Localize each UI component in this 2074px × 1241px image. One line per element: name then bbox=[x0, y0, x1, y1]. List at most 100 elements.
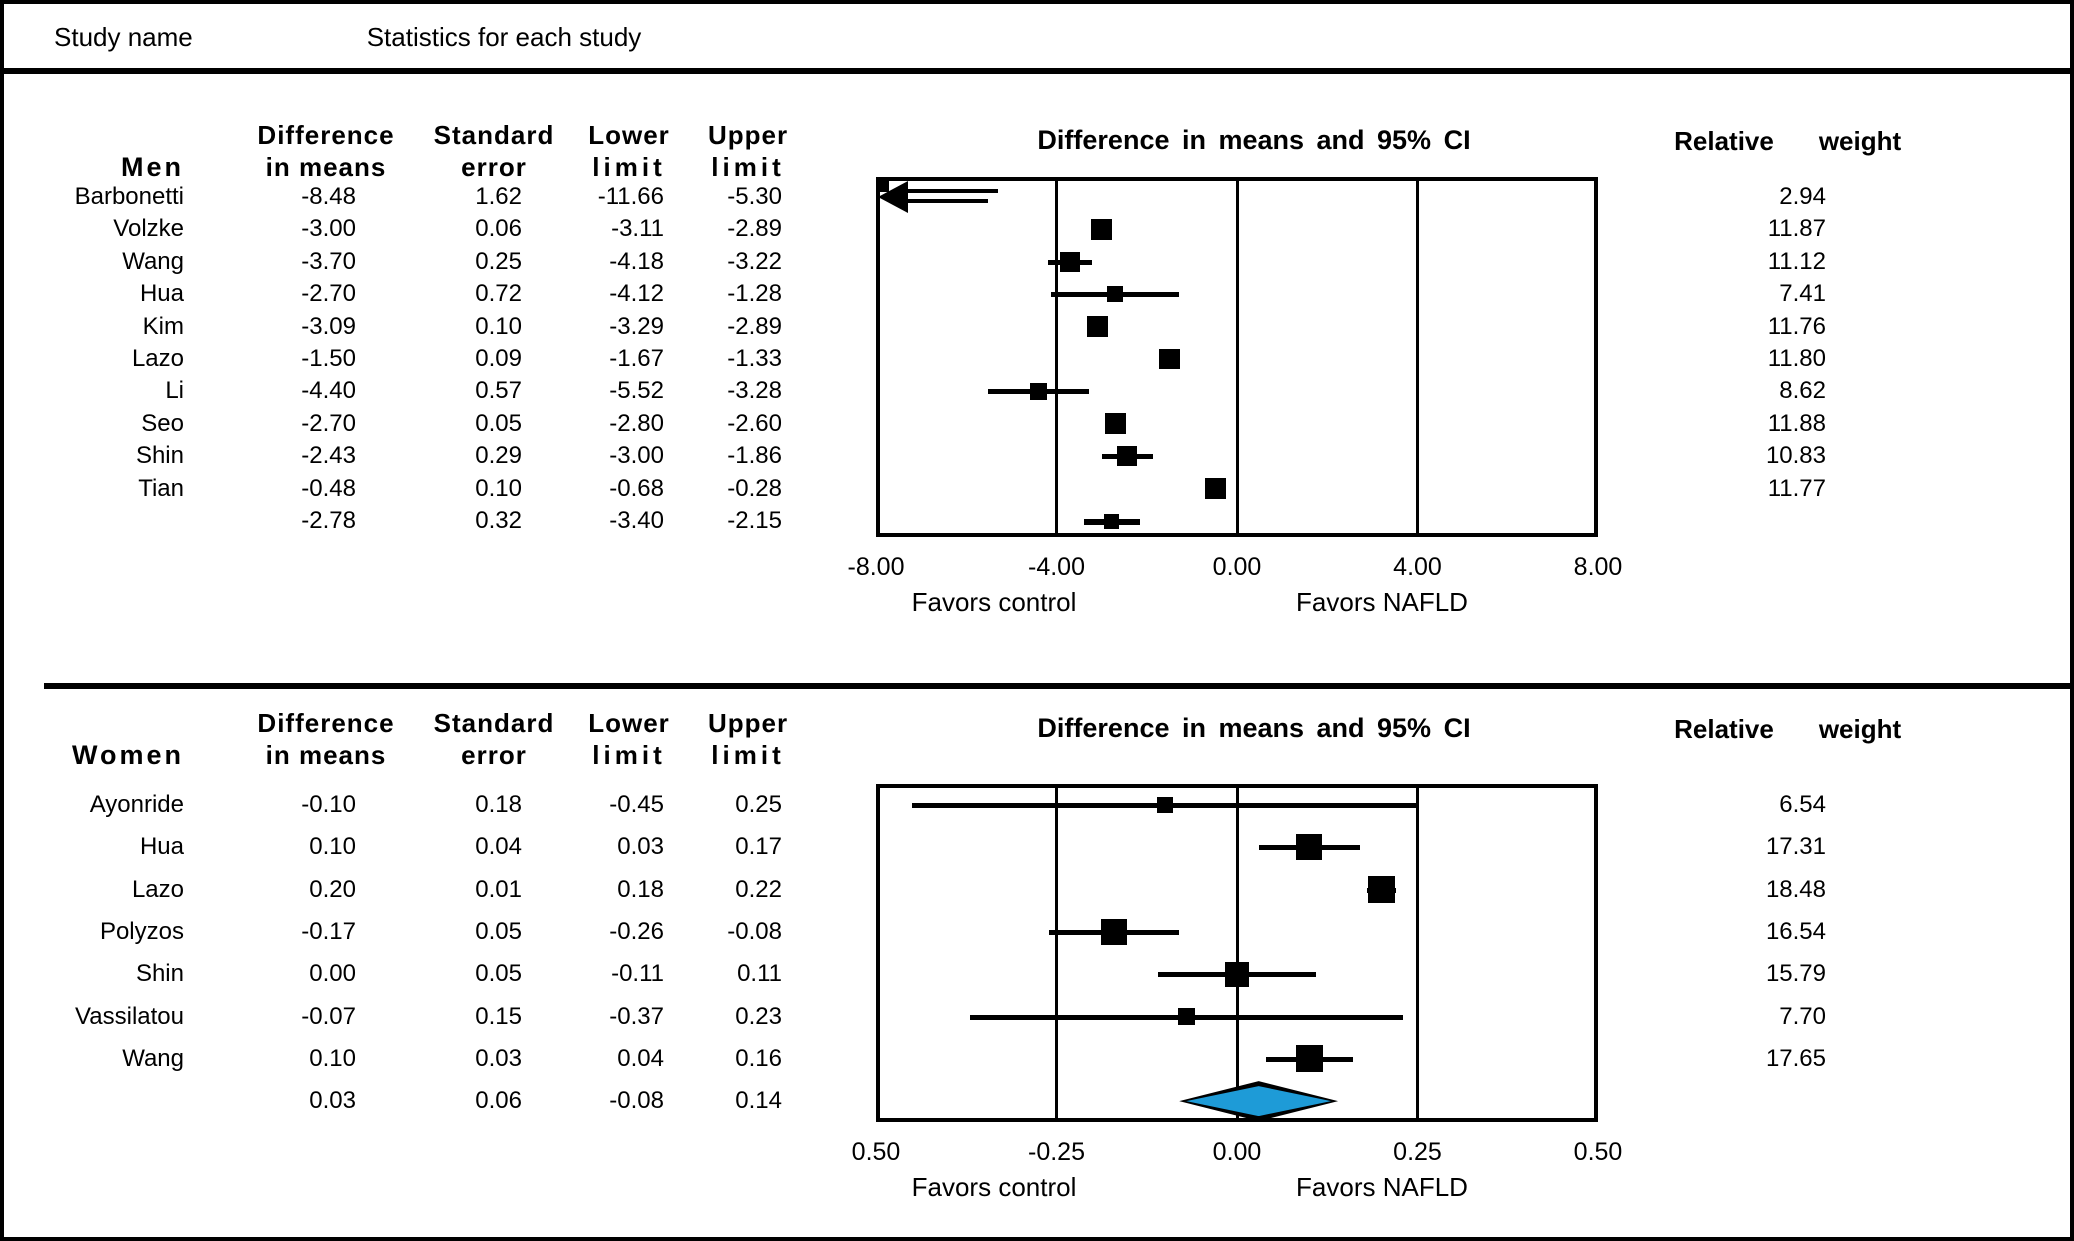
upper-limit-cell: 0.23 bbox=[735, 1002, 782, 1030]
column-header-upper-limit-line2: limit bbox=[711, 740, 785, 770]
upper-limit-cell: 0.16 bbox=[735, 1044, 782, 1072]
lower-limit-cell: -3.11 bbox=[611, 215, 664, 243]
lower-limit-cell: -4.12 bbox=[609, 280, 664, 308]
forest-square-marker bbox=[1106, 285, 1124, 303]
column-header-upper-limit-line1: Upper bbox=[707, 120, 789, 150]
upper-limit-cell: 0.22 bbox=[735, 875, 782, 903]
forest-square-marker bbox=[1059, 251, 1081, 272]
diff-in-means-cell: -2.70 bbox=[301, 280, 356, 308]
column-header-lower-limit-line2: limit bbox=[592, 740, 666, 770]
diff-in-means-cell: -0.48 bbox=[301, 474, 356, 502]
relative-weight-cell: 11.80 bbox=[1767, 345, 1826, 372]
relative-weight-cell: 10.83 bbox=[1765, 442, 1826, 470]
relative-weight-cell: 7.41 bbox=[1779, 280, 1826, 308]
column-header-difference-line2: in means bbox=[265, 740, 387, 770]
upper-limit-cell: 0.11 bbox=[737, 960, 782, 988]
standard-error-cell: 0.72 bbox=[475, 280, 522, 308]
diff-in-means-cell: 0.03 bbox=[309, 1087, 356, 1115]
standard-error-cell: 0.09 bbox=[475, 345, 522, 372]
lower-limit-cell: -1.67 bbox=[609, 345, 664, 372]
group-label: Men bbox=[121, 152, 184, 182]
column-header-difference-line1: Difference bbox=[257, 708, 395, 738]
lower-limit-cell: -0.26 bbox=[609, 917, 664, 945]
lower-limit-cell: -3.40 bbox=[609, 507, 664, 534]
standard-error-cell: 0.10 bbox=[475, 312, 522, 340]
study-name-cell: Polyzos bbox=[99, 917, 184, 945]
axis-tick-label: 0.00 bbox=[1212, 1138, 1262, 1166]
axis-tick-label: 4.00 bbox=[1393, 553, 1442, 581]
axis-tick-label: 0.25 bbox=[1393, 1138, 1442, 1166]
plot-gridline bbox=[1416, 181, 1419, 533]
plot-gridline bbox=[1055, 181, 1058, 533]
upper-limit-cell: -1.33 bbox=[727, 345, 782, 372]
standard-error-cell: 0.57 bbox=[475, 377, 522, 405]
summary-square-marker bbox=[1104, 513, 1120, 529]
study-name-cell: Wang bbox=[122, 247, 184, 275]
upper-limit-cell: -3.22 bbox=[727, 247, 782, 275]
relative-weight-cell: 11.77 bbox=[1767, 474, 1826, 502]
diff-in-means-cell: -8.48 bbox=[301, 183, 356, 210]
forest-square-marker bbox=[1157, 797, 1173, 813]
forest-square-marker bbox=[1101, 919, 1128, 945]
forest-square-marker bbox=[1087, 316, 1108, 337]
study-name-cell: Barbonetti bbox=[74, 183, 184, 210]
offscale-ci-line bbox=[897, 199, 988, 203]
forest-square-marker bbox=[1091, 218, 1113, 240]
axis-tick-label: 0.50 bbox=[851, 1138, 901, 1166]
lower-limit-cell: -0.45 bbox=[609, 791, 664, 818]
relative-weight-header-relative: Relative bbox=[1674, 126, 1774, 156]
diff-in-means-cell: -3.00 bbox=[301, 215, 356, 243]
forest-square-marker bbox=[1117, 446, 1138, 467]
standard-error-cell: 0.01 bbox=[475, 875, 522, 903]
relative-weight-header-relative: Relative bbox=[1674, 714, 1774, 744]
study-name-cell: Volzke bbox=[113, 215, 184, 243]
plot-box bbox=[876, 784, 1598, 1122]
axis-tick-label: 0.50 bbox=[1573, 1138, 1623, 1166]
diff-in-means-cell: -3.70 bbox=[301, 247, 356, 275]
standard-error-cell: 0.10 bbox=[475, 474, 522, 502]
study-name-cell: Hua bbox=[139, 280, 184, 308]
axis-tick-label: -8.00 bbox=[847, 553, 905, 581]
lower-limit-cell: -3.00 bbox=[609, 442, 664, 470]
axis-tick-label: -0.25 bbox=[1028, 1138, 1085, 1166]
upper-limit-cell: 0.25 bbox=[735, 791, 782, 818]
upper-limit-cell: -1.86 bbox=[727, 442, 782, 470]
study-name-cell: Vassilatou bbox=[75, 1002, 184, 1030]
lower-limit-cell: -0.08 bbox=[609, 1087, 664, 1115]
lower-limit-cell: -0.68 bbox=[609, 474, 664, 502]
forest-square-marker bbox=[878, 181, 889, 192]
axis-tick-label: 0.00 bbox=[1212, 553, 1262, 581]
lower-limit-cell: 0.18 bbox=[617, 875, 664, 903]
statistics-header: Statistics for each study bbox=[366, 22, 642, 52]
study-name-cell: Shin bbox=[135, 442, 184, 470]
lower-limit-cell: 0.03 bbox=[617, 833, 664, 861]
forest-square-marker bbox=[1178, 1008, 1195, 1025]
relative-weight-cell bbox=[1626, 1086, 1826, 1116]
standard-error-cell: 0.06 bbox=[475, 215, 522, 243]
favors-nafld-label: Favors NAFLD bbox=[1296, 1172, 1468, 1202]
standard-error-cell: 0.29 bbox=[475, 442, 522, 470]
relative-weight-cell: 11.87 bbox=[1767, 215, 1826, 243]
upper-limit-cell: 0.17 bbox=[735, 833, 782, 861]
standard-error-cell: 1.62 bbox=[475, 183, 522, 210]
upper-limit-cell: -5.30 bbox=[727, 183, 782, 210]
diff-in-means-cell: 0.10 bbox=[309, 833, 356, 861]
group-label: Women bbox=[71, 740, 184, 770]
plot-gridline bbox=[1416, 788, 1419, 1118]
favors-nafld-label: Favors NAFLD bbox=[1296, 587, 1468, 617]
study-name-cell: Hua bbox=[139, 833, 184, 861]
study-name-cell: Kim bbox=[142, 312, 184, 340]
diff-in-means-cell: -4.40 bbox=[301, 377, 356, 405]
study-name-cell: Seo bbox=[141, 409, 184, 437]
relative-weight-cell: 11.88 bbox=[1767, 409, 1826, 437]
favors-control-label: Favors control bbox=[911, 1172, 1077, 1202]
relative-weight-cell bbox=[1626, 506, 1826, 536]
study-name-cell: Li bbox=[165, 377, 184, 405]
upper-limit-cell: -0.08 bbox=[727, 917, 782, 945]
relative-weight-cell: 17.65 bbox=[1765, 1044, 1826, 1072]
upper-limit-cell: -2.89 bbox=[727, 312, 782, 340]
column-header-standard-error-line1: Standard bbox=[433, 120, 555, 150]
standard-error-cell: 0.04 bbox=[475, 833, 522, 861]
standard-error-cell: 0.32 bbox=[475, 507, 522, 534]
